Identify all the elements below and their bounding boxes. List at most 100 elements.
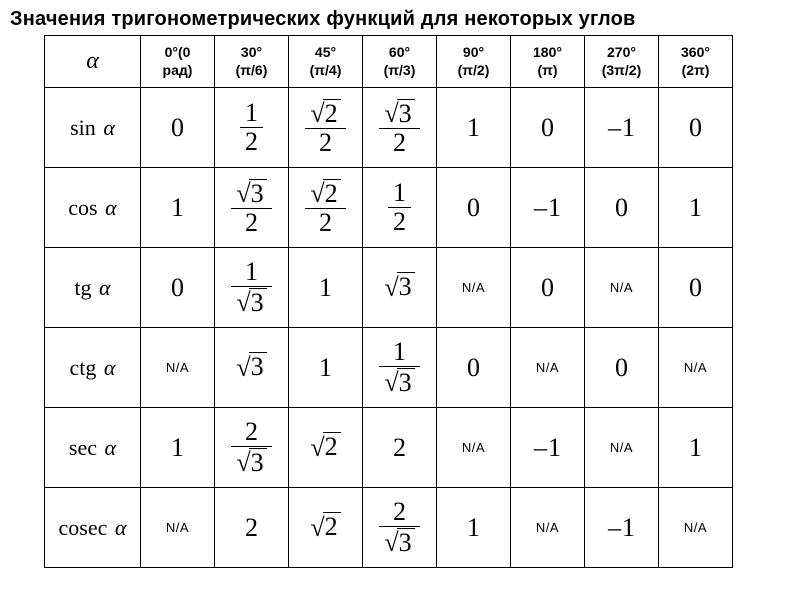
table-row: ctg αN/A31130N/A0N/A — [45, 328, 733, 408]
value-cell: 3 — [363, 248, 437, 328]
value-cell: 22 — [289, 88, 363, 168]
value-cell: N/A — [511, 328, 585, 408]
value-cell: 1 — [141, 408, 215, 488]
angle-header: 360°(2π) — [659, 36, 733, 88]
header-row: α 0°(0рад)30°(π/6)45°(π/4)60°(π/3)90°(π/… — [45, 36, 733, 88]
value-cell: 0 — [141, 88, 215, 168]
angle-radians: (π/2) — [437, 62, 510, 80]
function-arg: α — [101, 115, 115, 140]
value-cell: N/A — [585, 408, 659, 488]
function-name-cell: tg α — [45, 248, 141, 328]
value-cell: N/A — [659, 328, 733, 408]
value-cell: 0 — [659, 248, 733, 328]
value-cell: 0 — [511, 248, 585, 328]
angle-header: 0°(0рад) — [141, 36, 215, 88]
value-cell: 2 — [289, 408, 363, 488]
table-row: cosec αN/A22231N/A1N/A — [45, 488, 733, 568]
value-cell: 1 — [585, 88, 659, 168]
value-cell: 1 — [289, 328, 363, 408]
value-cell: N/A — [437, 248, 511, 328]
value-cell: 22 — [289, 168, 363, 248]
value-cell: N/A — [141, 328, 215, 408]
value-cell: N/A — [141, 488, 215, 568]
value-cell: 12 — [215, 88, 289, 168]
function-arg: α — [113, 515, 127, 540]
value-cell: 1 — [585, 488, 659, 568]
value-cell: 32 — [363, 88, 437, 168]
value-cell: 1 — [437, 88, 511, 168]
angle-radians: (3π/2) — [585, 62, 658, 80]
value-cell: 0 — [437, 168, 511, 248]
angle-radians: (π/4) — [289, 62, 362, 80]
value-cell: 23 — [215, 408, 289, 488]
function-arg: α — [97, 275, 111, 300]
angle-degrees: 0°(0 — [141, 44, 214, 62]
angle-radians: (π/6) — [215, 62, 288, 80]
function-name: cos — [68, 195, 97, 220]
value-cell: 0 — [141, 248, 215, 328]
value-cell: 0 — [585, 328, 659, 408]
value-cell: 0 — [511, 88, 585, 168]
value-cell: 1 — [289, 248, 363, 328]
value-cell: 23 — [363, 488, 437, 568]
angle-degrees: 180° — [511, 44, 584, 62]
function-arg: α — [103, 195, 117, 220]
angle-radians: (2π) — [659, 62, 732, 80]
value-cell: 1 — [511, 168, 585, 248]
value-cell: 0 — [585, 168, 659, 248]
angle-header: 45°(π/4) — [289, 36, 363, 88]
value-cell: 0 — [659, 88, 733, 168]
angle-degrees: 30° — [215, 44, 288, 62]
value-cell: 1 — [511, 408, 585, 488]
value-cell: 0 — [437, 328, 511, 408]
angle-radians: (π) — [511, 62, 584, 80]
function-arg: α — [103, 435, 117, 460]
value-cell: N/A — [585, 248, 659, 328]
table-body: sin α01222321010cos α13222120101tg α0131… — [45, 88, 733, 568]
angle-degrees: 270° — [585, 44, 658, 62]
value-cell: 2 — [215, 488, 289, 568]
value-cell: 13 — [215, 248, 289, 328]
function-name: sec — [69, 435, 97, 460]
table-row: sec α12322N/A1N/A1 — [45, 408, 733, 488]
function-name-cell: ctg α — [45, 328, 141, 408]
function-name-cell: cosec α — [45, 488, 141, 568]
table-row: sin α01222321010 — [45, 88, 733, 168]
angle-degrees: 45° — [289, 44, 362, 62]
angle-degrees: 360° — [659, 44, 732, 62]
function-name: ctg — [70, 355, 97, 380]
value-cell: 32 — [215, 168, 289, 248]
value-cell: 1 — [659, 168, 733, 248]
function-name-cell: sin α — [45, 88, 141, 168]
value-cell: 2 — [363, 408, 437, 488]
value-cell: N/A — [511, 488, 585, 568]
function-name-cell: sec α — [45, 408, 141, 488]
function-arg: α — [102, 355, 116, 380]
value-cell: N/A — [437, 408, 511, 488]
angle-radians: рад) — [141, 62, 214, 80]
table-row: tg α01313N/A0N/A0 — [45, 248, 733, 328]
function-name: sin — [70, 115, 96, 140]
value-cell: 1 — [659, 408, 733, 488]
value-cell: 12 — [363, 168, 437, 248]
corner-cell: α — [45, 36, 141, 88]
angle-header: 30°(π/6) — [215, 36, 289, 88]
value-cell: N/A — [659, 488, 733, 568]
trig-table: α 0°(0рад)30°(π/6)45°(π/4)60°(π/3)90°(π/… — [44, 35, 733, 568]
angle-degrees: 60° — [363, 44, 436, 62]
value-cell: 1 — [141, 168, 215, 248]
page-title: Значения тригонометрических функций для … — [10, 8, 792, 31]
angle-header: 60°(π/3) — [363, 36, 437, 88]
value-cell: 2 — [289, 488, 363, 568]
angle-header: 180°(π) — [511, 36, 585, 88]
value-cell: 13 — [363, 328, 437, 408]
angle-header: 90°(π/2) — [437, 36, 511, 88]
angle-radians: (π/3) — [363, 62, 436, 80]
function-name: cosec — [59, 515, 108, 540]
value-cell: 1 — [437, 488, 511, 568]
table-row: cos α13222120101 — [45, 168, 733, 248]
value-cell: 3 — [215, 328, 289, 408]
angle-degrees: 90° — [437, 44, 510, 62]
function-name-cell: cos α — [45, 168, 141, 248]
function-name: tg — [74, 275, 91, 300]
